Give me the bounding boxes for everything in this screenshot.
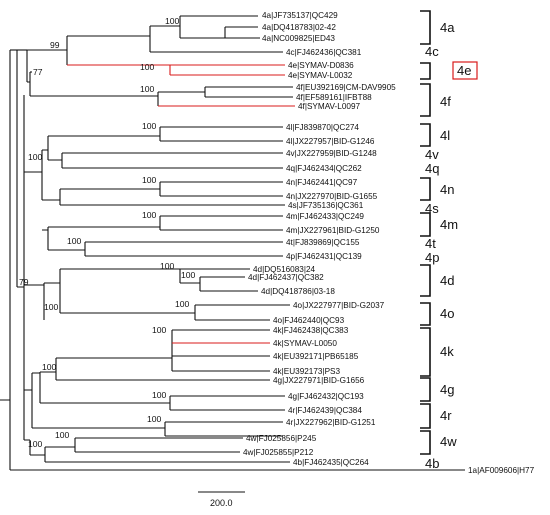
group-label: 4w bbox=[440, 434, 457, 449]
leaf-label: 4n|FJ462441|QC97 bbox=[286, 178, 358, 187]
scale-bar: 200.0 bbox=[198, 491, 245, 508]
leaf-label: 1a|AF009606|H77 bbox=[468, 466, 535, 475]
leaf-label: 4a|JF735137|QC429 bbox=[262, 11, 338, 20]
group-label: 4e bbox=[457, 63, 471, 78]
leaf-label: 4d|FJ462437|QC382 bbox=[248, 273, 324, 282]
leaf-label: 4f|SYMAV-L0097 bbox=[298, 102, 360, 111]
leaf-label: 4r|JX227962|BID-G1251 bbox=[286, 418, 376, 427]
group-label: 4b bbox=[425, 456, 439, 471]
leaf-label: 4d|DQ418786|03-18 bbox=[261, 287, 335, 296]
leaf-label: 4p|FJ462431|QC139 bbox=[286, 252, 362, 261]
leaf-label: 4v|JX227959|BID-G1248 bbox=[286, 149, 377, 158]
leaf-label: 4m|JX227961|BID-G1250 bbox=[286, 226, 380, 235]
group-label: 4l bbox=[440, 128, 450, 143]
group-label: 4n bbox=[440, 182, 454, 197]
leaf-label: 4c|FJ462436|QC381 bbox=[286, 48, 362, 57]
leaf-label: 4a|DQ418783|02-42 bbox=[262, 23, 336, 32]
leaf-label: 4k|EU392171|PB65185 bbox=[273, 352, 359, 361]
bootstrap-label: 100 bbox=[140, 84, 155, 94]
bootstrap-label: 100 bbox=[28, 152, 43, 162]
leaf-label: 4a|NC009825|ED43 bbox=[262, 34, 335, 43]
bootstrap-label: 100 bbox=[142, 121, 157, 131]
leaf-label: 4k|SYMAV-L0050 bbox=[273, 339, 337, 348]
group-label: 4d bbox=[440, 273, 454, 288]
bootstrap-label: 100 bbox=[42, 362, 57, 372]
leaf-label: 4b|FJ462435|QC264 bbox=[293, 458, 369, 467]
leaf-label: 4e|SYMAV-L0032 bbox=[288, 71, 353, 80]
group-label: 4m bbox=[440, 217, 458, 232]
bootstrap-label: 100 bbox=[175, 299, 190, 309]
group-label: 4p bbox=[425, 250, 439, 265]
leaf-label: 4s|JF735136|QC361 bbox=[288, 201, 364, 210]
group-label: 4t bbox=[425, 236, 436, 251]
group-label: 4c bbox=[425, 44, 439, 59]
scale-bar-label: 200.0 bbox=[210, 498, 233, 508]
leaf-label: 4f|EU392169|CM-DAV9905 bbox=[296, 83, 396, 92]
leaf-label: 4o|FJ462440|QC93 bbox=[273, 316, 345, 325]
tree-branches bbox=[0, 15, 465, 471]
highlight-box bbox=[452, 61, 478, 80]
leaf-label: 4k|FJ462438|QC383 bbox=[273, 326, 349, 335]
leaf-label: 4t|FJ839869|QC155 bbox=[286, 238, 360, 247]
leaf-label: 4o|JX227977|BID-G2037 bbox=[293, 301, 385, 310]
bootstrap-label: 77 bbox=[33, 67, 43, 77]
bootstrap-label: 99 bbox=[50, 40, 60, 50]
leaf-label: 4l|FJ839870|QC274 bbox=[286, 123, 359, 132]
group-label: 4a bbox=[440, 20, 455, 35]
bootstrap-label: 100 bbox=[44, 302, 59, 312]
leaf-label: 4r|FJ462439|QC384 bbox=[288, 406, 362, 415]
group-label: 4g bbox=[440, 382, 454, 397]
group-label: 4q bbox=[425, 161, 439, 176]
group-label: 4s bbox=[425, 201, 439, 216]
group-label: 4k bbox=[440, 344, 454, 359]
group-labels: 4a 4c 4e 4f 4l 4v 4q 4n 4s 4m 4t 4p 4d 4… bbox=[425, 20, 471, 471]
group-label: 4r bbox=[440, 408, 452, 423]
bootstrap-label: 100 bbox=[152, 390, 167, 400]
bootstrap-label: 100 bbox=[142, 175, 157, 185]
bootstrap-label: 100 bbox=[67, 236, 82, 246]
group-brackets bbox=[420, 10, 478, 455]
bootstrap-label: 100 bbox=[142, 210, 157, 220]
leaf-label: 4m|FJ462433|QC249 bbox=[286, 212, 364, 221]
bootstrap-label: 100 bbox=[160, 261, 175, 271]
bootstrap-label: 100 bbox=[55, 430, 70, 440]
group-label: 4v bbox=[425, 147, 439, 162]
leaf-label: 4q|FJ462434|QC262 bbox=[286, 164, 362, 173]
bootstrap-label: 100 bbox=[147, 414, 162, 424]
leaf-label: 4d|DQ516083|24 bbox=[253, 265, 316, 274]
bootstrap-values: 100 99 100 77 100 100 100 100 100 100 10… bbox=[19, 16, 196, 449]
bootstrap-label: 100 bbox=[165, 16, 180, 26]
leaf-label: 4w|FJ025856|P245 bbox=[246, 434, 317, 443]
bootstrap-label: 100 bbox=[28, 439, 43, 449]
bootstrap-label: 100 bbox=[181, 270, 196, 280]
leaf-label: 4n|JX227970|BID-G1655 bbox=[286, 192, 378, 201]
leaf-label: 4g|FJ462432|QC193 bbox=[288, 392, 364, 401]
group-label: 4f bbox=[440, 94, 451, 109]
leaf-label: 4f|EF589161|IFBT88 bbox=[296, 93, 372, 102]
bootstrap-label: 100 bbox=[152, 325, 167, 335]
leaf-label: 4l|JX227957|BID-G1246 bbox=[286, 137, 375, 146]
leaf-label: 4e|SYMAV-D0836 bbox=[288, 61, 354, 70]
group-label: 4o bbox=[440, 306, 454, 321]
leaf-labels: 4a|JF735137|QC429 4a|DQ418783|02-42 4a|N… bbox=[243, 11, 535, 475]
bootstrap-label: 79 bbox=[19, 277, 29, 287]
leaf-label: 4k|EU392173|PS3 bbox=[273, 367, 341, 376]
bootstrap-label: 100 bbox=[140, 62, 155, 72]
leaf-label: 4g|JX227971|BID-G1656 bbox=[273, 376, 365, 385]
leaf-label: 4w|FJ025855|P212 bbox=[243, 448, 314, 457]
